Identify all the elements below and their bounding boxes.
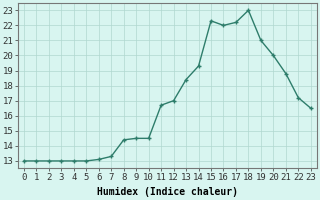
X-axis label: Humidex (Indice chaleur): Humidex (Indice chaleur) xyxy=(97,187,238,197)
